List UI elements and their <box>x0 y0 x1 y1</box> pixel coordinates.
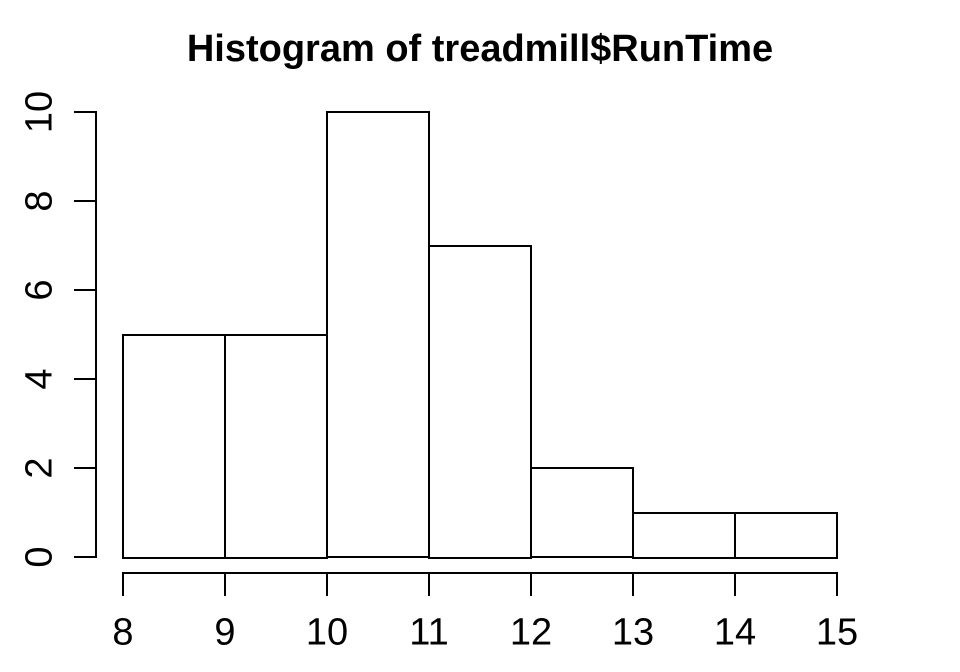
x-tick-label: 15 <box>815 611 859 654</box>
y-tick-mark <box>74 556 96 558</box>
y-tick-mark <box>74 289 96 291</box>
y-tick-label: 0 <box>18 546 61 568</box>
x-tick-mark <box>122 573 124 596</box>
x-tick-label: 8 <box>112 611 134 654</box>
histogram-bar <box>530 467 634 558</box>
x-tick-mark <box>326 573 328 596</box>
histogram-bar <box>428 245 532 559</box>
y-tick-mark <box>74 111 96 113</box>
y-tick-label: 2 <box>18 457 61 479</box>
x-tick-mark <box>530 573 532 596</box>
y-tick-mark <box>74 378 96 380</box>
y-tick-label: 8 <box>18 190 61 212</box>
y-tick-label: 6 <box>18 279 61 301</box>
y-tick-label: 4 <box>18 368 61 390</box>
x-tick-mark <box>836 573 838 596</box>
histogram-bar <box>632 512 736 559</box>
x-tick-label: 9 <box>214 611 236 654</box>
chart-title: Histogram of treadmill$RunTime <box>186 28 774 70</box>
y-axis-line <box>95 111 97 558</box>
x-tick-mark <box>428 573 430 596</box>
histogram-bar <box>122 334 226 559</box>
x-tick-label: 11 <box>409 611 449 654</box>
x-tick-label: 10 <box>305 611 349 654</box>
x-tick-label: 12 <box>509 611 553 654</box>
y-tick-mark <box>74 200 96 202</box>
x-tick-mark <box>734 573 736 596</box>
x-axis-line <box>122 572 838 574</box>
y-tick-label: 10 <box>18 90 61 134</box>
x-tick-label: 13 <box>611 611 655 654</box>
histogram-bar <box>224 334 328 559</box>
x-tick-mark <box>224 573 226 596</box>
x-tick-label: 14 <box>713 611 757 654</box>
histogram-bar <box>734 512 838 559</box>
y-tick-mark <box>74 467 96 469</box>
histogram-bar <box>326 111 430 558</box>
x-tick-mark <box>632 573 634 596</box>
